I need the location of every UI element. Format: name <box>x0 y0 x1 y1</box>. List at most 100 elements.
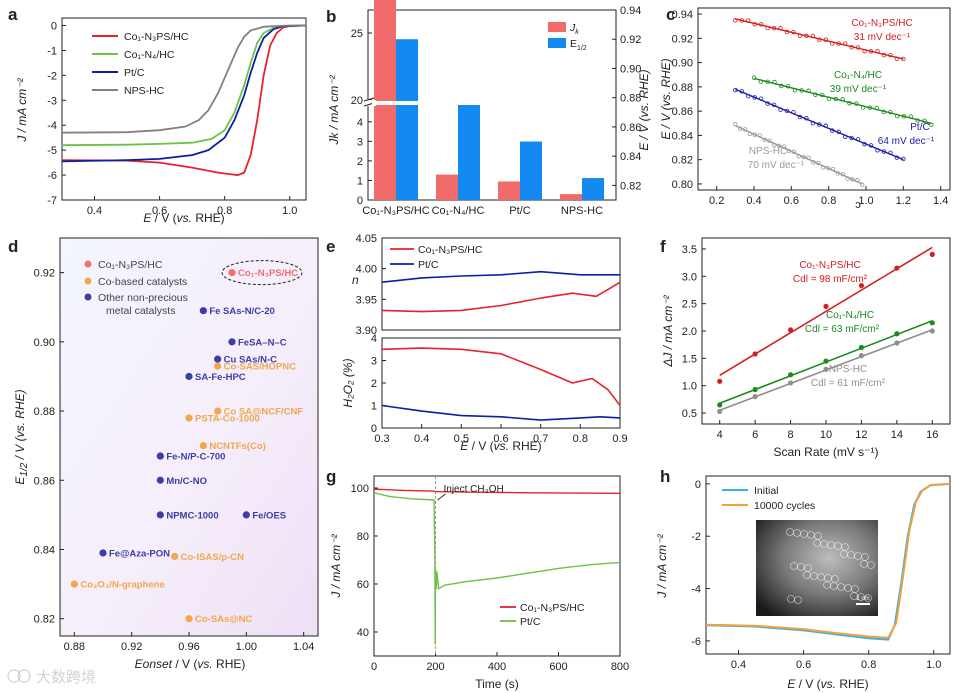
catalyst-point <box>214 355 222 363</box>
x-tick-label: 6 <box>752 429 758 441</box>
legend-label: Co₁-N₃PS/HC <box>520 602 585 614</box>
y-tick-label: 3.0 <box>682 271 697 283</box>
legend-label: Pt/C <box>520 616 541 628</box>
x-tick-label: 0.4 <box>746 195 761 207</box>
y-tick-label: 3 <box>357 136 363 148</box>
data-point <box>787 380 794 386</box>
y-axis-label: Jk / mA cm⁻² <box>327 74 341 145</box>
series-label: Co₁-N₄/HC <box>826 310 874 321</box>
y-tick-label: -2 <box>47 70 57 82</box>
data-point <box>801 154 806 160</box>
x-tick-label: 4 <box>717 429 723 441</box>
x-tick-label: 1.0 <box>858 195 873 207</box>
catalyst-label: Co₁-N₃PS/HC <box>238 268 298 279</box>
catalyst-label: NCNTFs(Co) <box>209 441 265 452</box>
single-atom-marker <box>804 564 812 572</box>
legend-label: NPS-HC <box>124 85 165 97</box>
legend-marker <box>84 277 92 285</box>
x-axis-label: E / V (vs. RHE) <box>787 677 868 691</box>
series-label: Pt/C <box>910 122 929 133</box>
y-right-tick-label: 0.94 <box>620 5 641 17</box>
y-tick-label: 3.90 <box>356 325 377 337</box>
y-tick-label: 4.05 <box>356 233 377 245</box>
y-tick-label: 0.90 <box>34 337 55 349</box>
y-axis-label: n <box>352 273 359 287</box>
x-tick-label: 200 <box>426 661 444 673</box>
data-point <box>823 358 829 364</box>
x-tick-label: 0.4 <box>87 205 102 217</box>
panel-letter: g <box>326 467 336 486</box>
catalyst-point <box>99 549 107 557</box>
y-axis-label: J / mA cm⁻² <box>655 533 669 598</box>
y-tick-label: 2.5 <box>682 299 697 311</box>
panel-letter: f <box>660 237 666 256</box>
axes-frame <box>705 475 951 655</box>
y-tick-label: 100 <box>351 483 369 495</box>
polarization-curve <box>61 24 307 147</box>
plot-background <box>60 238 318 636</box>
panel-letter: a <box>8 5 18 24</box>
x-tick-label: 0.4 <box>731 659 746 671</box>
legend-label: Co₁-N₃PS/HC <box>124 31 189 43</box>
x-tick-label: 0.8 <box>821 195 836 207</box>
y-tick-label: 4 <box>357 117 363 129</box>
x-tick-label: 1.00 <box>236 641 257 653</box>
catalyst-label: Fe/OES <box>252 510 286 521</box>
y-tick-label: 25 <box>351 28 363 40</box>
category-label: Pt/C <box>509 205 530 217</box>
legend-marker <box>84 293 92 301</box>
data-point <box>733 18 738 23</box>
catalyst-point <box>156 452 164 460</box>
data-point <box>717 402 723 408</box>
y-tick-label: 0.82 <box>34 614 55 626</box>
catalyst-point <box>70 580 78 588</box>
x-tick-label: 14 <box>891 429 903 441</box>
legend-swatch <box>548 22 566 32</box>
y-tick-label: -6 <box>47 170 57 182</box>
axes-frame <box>697 7 951 191</box>
y-tick-label: 0 <box>371 423 377 435</box>
tafel-slope-label: 39 mV dec⁻¹ <box>830 84 887 95</box>
legend-label: Initial <box>754 485 779 497</box>
y-tick-label: 0.86 <box>34 475 55 487</box>
series-label: NPS-HC <box>749 146 787 157</box>
catalyst-point <box>199 442 207 450</box>
y-tick-label: 0.84 <box>672 130 693 142</box>
tafel-slope-label: 70 mV dec⁻¹ <box>748 160 805 171</box>
y-tick-label: -4 <box>47 120 57 132</box>
injection-annotation: Inject CH₃OH <box>444 484 504 495</box>
catalyst-label: PSTA-Co-1000 <box>195 413 260 424</box>
y-tick-label: 0.80 <box>672 179 693 191</box>
category-label: Co₁-N₄/HC <box>432 205 485 217</box>
panel-letter: c <box>666 5 675 24</box>
x-tick-label: 10 <box>820 429 832 441</box>
x-tick-label: 1.0 <box>926 659 941 671</box>
catalyst-point <box>156 511 164 519</box>
y-tick-label: -2 <box>691 531 701 543</box>
data-point <box>823 303 829 309</box>
tafel-slope-label: 31 mV dec⁻¹ <box>854 32 911 43</box>
x-tick-label: 0.8 <box>573 433 588 445</box>
y-tick-label: 0.92 <box>672 33 693 45</box>
catalyst-label: Co-SAs@NC <box>195 614 252 625</box>
data-point <box>752 351 758 357</box>
data-point <box>894 265 900 271</box>
single-atom-marker <box>831 575 839 583</box>
catalyst-label: Fe@Aza-PON <box>109 548 170 559</box>
y-tick-label: 0.88 <box>34 406 55 418</box>
single-atom-marker <box>864 594 872 602</box>
single-atom-marker <box>861 553 869 561</box>
scale-bar-label: 2 nm <box>856 596 869 602</box>
y-right-tick-label: 0.90 <box>620 63 641 75</box>
polarization-curve <box>61 24 307 163</box>
legend-label: metal catalysts <box>106 305 175 317</box>
x-tick-label: 400 <box>488 661 506 673</box>
y-tick-label: 1 <box>371 401 377 413</box>
y-axis-label: E / V (vs. RHE) <box>659 58 673 139</box>
data-point <box>733 122 738 127</box>
single-atom-marker <box>794 596 802 604</box>
data-point <box>858 344 865 351</box>
x-axis-label: Scan Rate (mV s⁻¹) <box>773 445 878 459</box>
polarization-curve <box>61 24 306 134</box>
